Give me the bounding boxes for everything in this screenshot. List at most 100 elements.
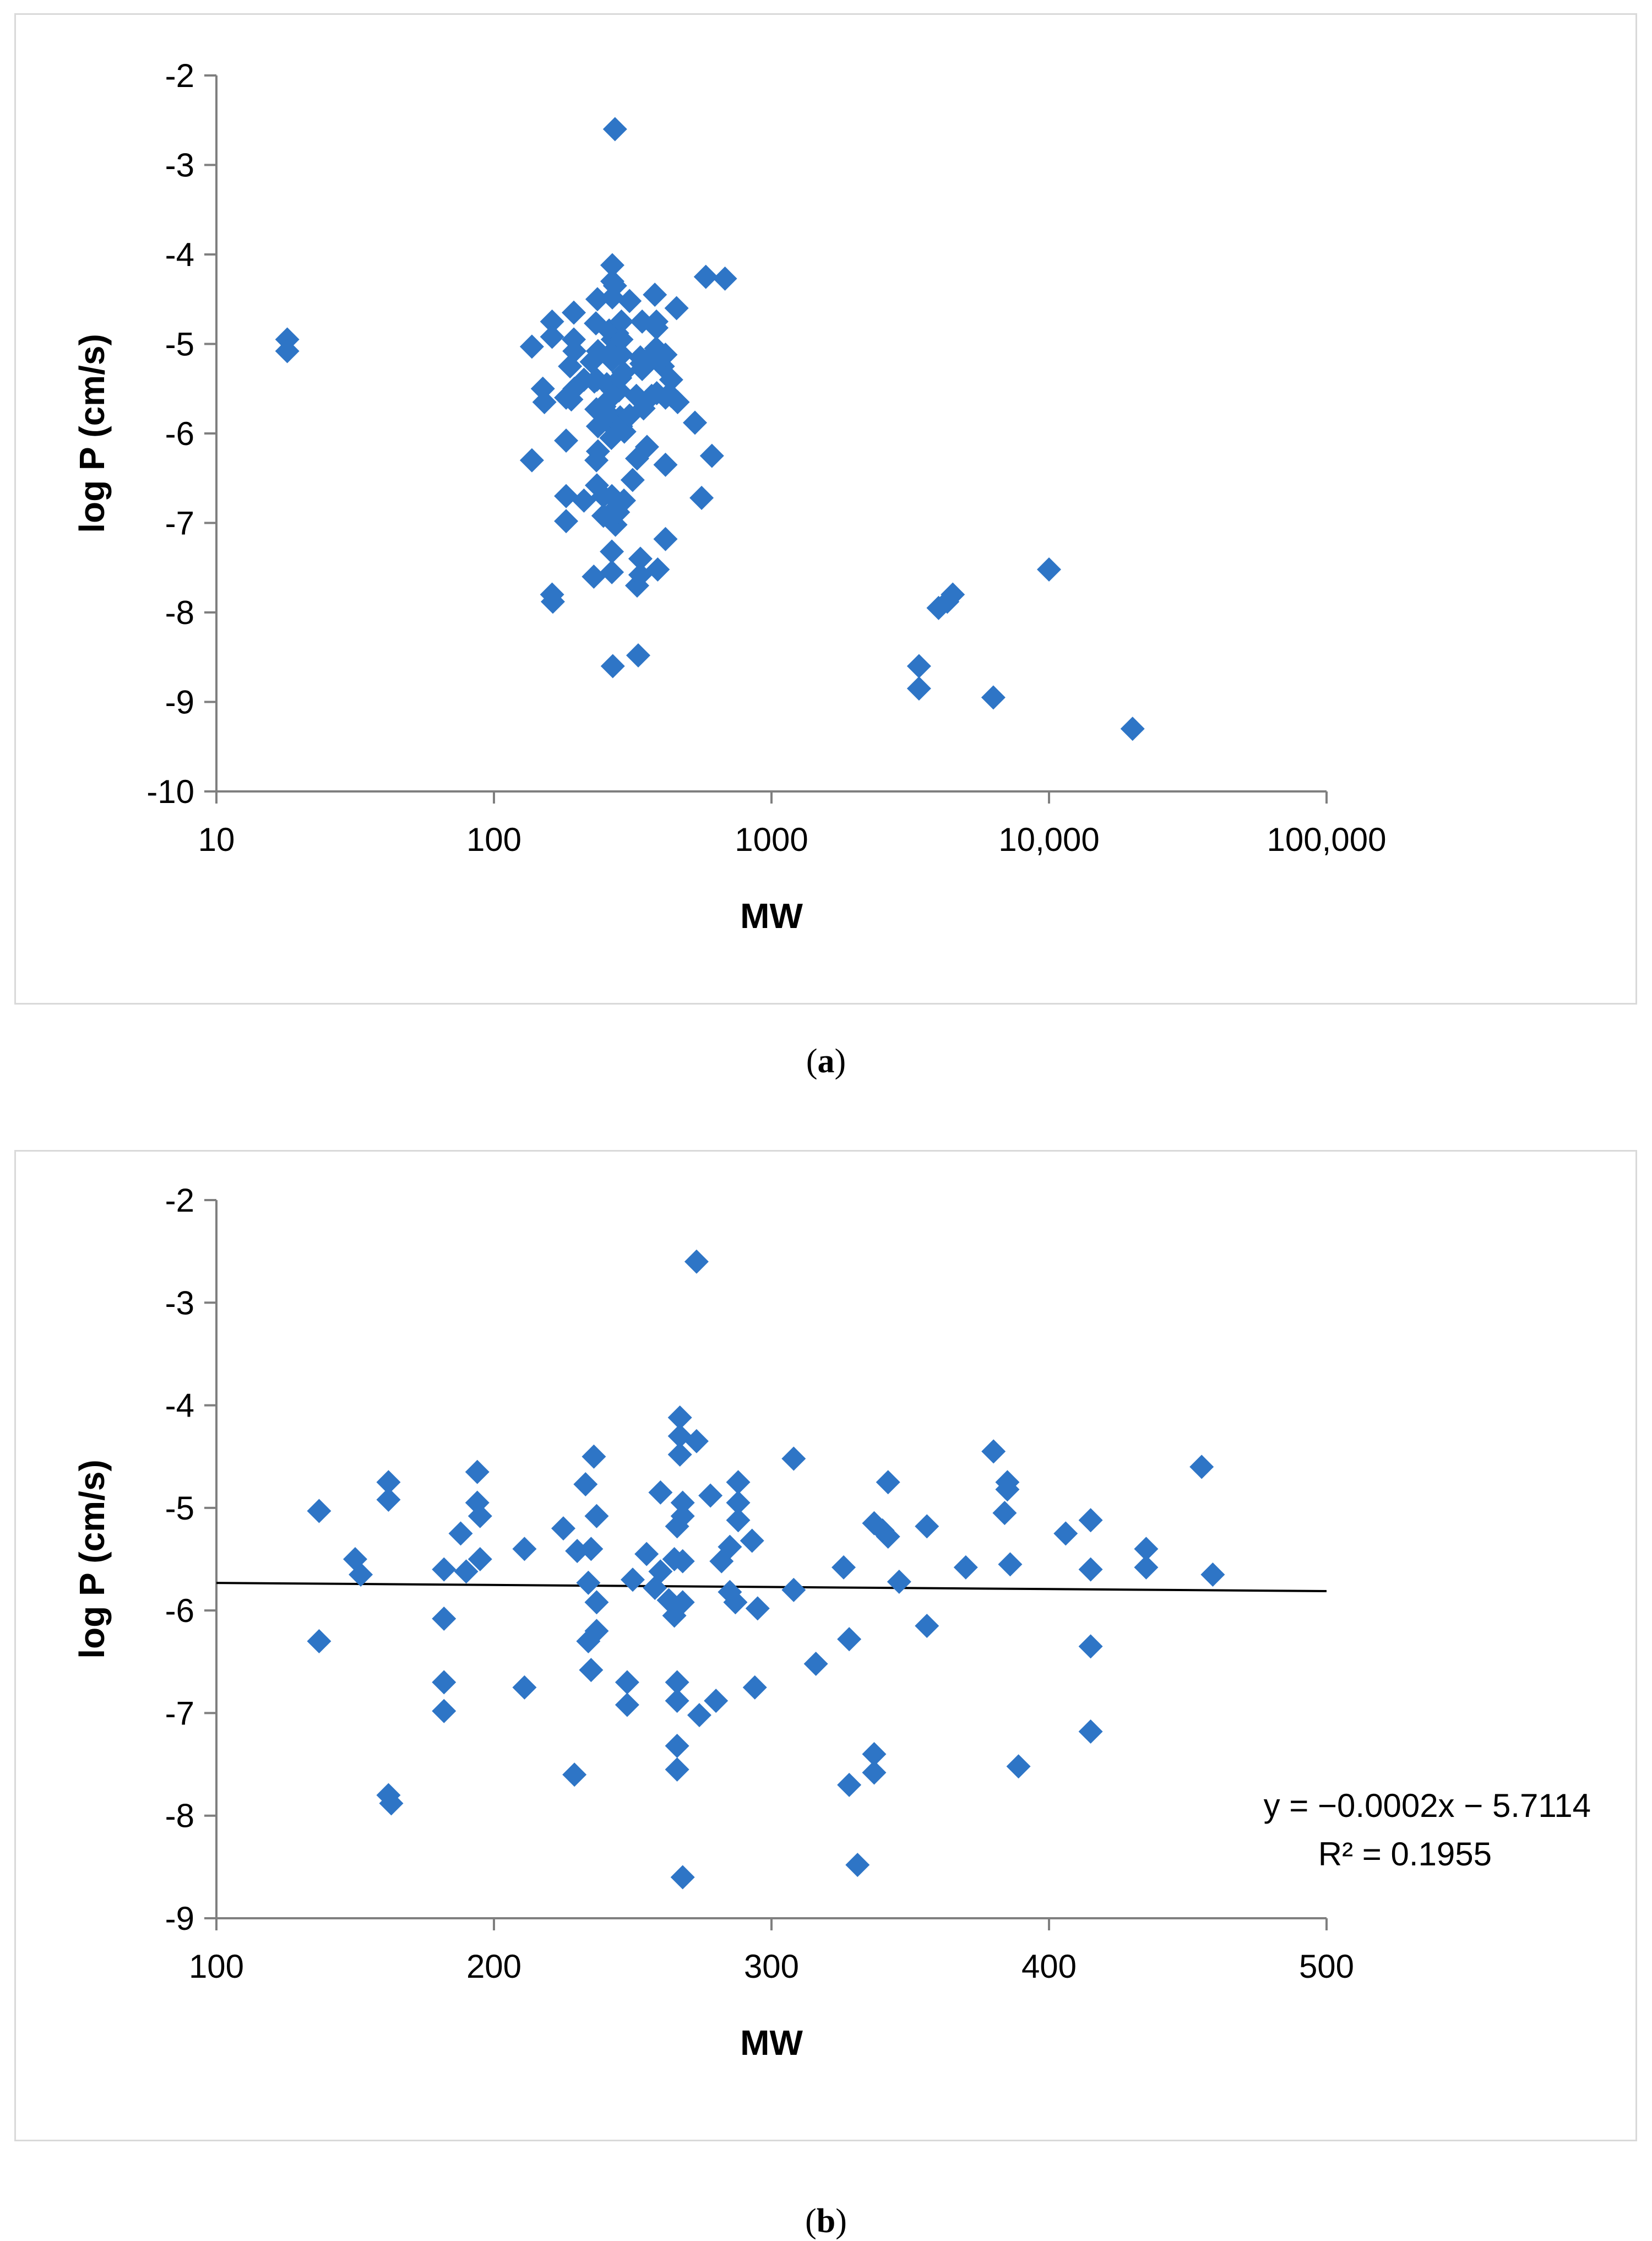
data-point-b (726, 1490, 751, 1515)
data-point-a (713, 266, 737, 291)
data-point-a (275, 339, 300, 363)
data-point-a (941, 582, 965, 607)
trendline-equation: y = −0.0002x − 5.7114 (1264, 1787, 1591, 1824)
data-point-b (1078, 1634, 1103, 1659)
data-point-b (740, 1528, 764, 1553)
data-point-b (454, 1559, 479, 1584)
x-tick-label-b: 500 (1299, 1948, 1354, 1985)
y-tick-label-b: -4 (165, 1387, 194, 1424)
x-axis-label-a: MW (740, 896, 803, 936)
data-point-b (1078, 1719, 1103, 1744)
data-point-b (551, 1516, 575, 1541)
y-tick-label-b: -5 (165, 1490, 194, 1527)
y-axis-label-a: log P (cm/s) (72, 334, 112, 533)
data-point-b (307, 1499, 332, 1523)
y-tick-label-b: -8 (165, 1798, 194, 1835)
y-tick-label-b: -9 (165, 1900, 194, 1937)
data-point-a (620, 468, 645, 492)
data-point-b (862, 1741, 887, 1766)
data-point-b (1134, 1537, 1159, 1561)
data-point-b (432, 1607, 457, 1631)
chart-panel-a: -2 -3 -4 -5 -6 -7 -8 -9 -10 10 100 1000 10,000 100,00… (14, 13, 1637, 1005)
y-axis-label-b: log P (cm/s) (72, 1459, 112, 1659)
y-tick-label-a: -3 (165, 147, 194, 184)
data-point-a (689, 486, 714, 510)
y-tick-label-a: -7 (165, 505, 194, 542)
data-point-b (432, 1699, 457, 1723)
data-point-b (379, 1791, 404, 1816)
data-point-a (626, 643, 650, 668)
x-tick-label-a: 1000 (735, 821, 808, 858)
data-point-a (554, 428, 579, 453)
data-point-b (576, 1570, 601, 1595)
data-point-b (726, 1470, 751, 1495)
data-point-a (612, 488, 637, 513)
data-point-b (845, 1853, 870, 1878)
data-point-b (915, 1514, 939, 1539)
data-point-b (349, 1562, 373, 1587)
data-point-b (670, 1865, 695, 1890)
data-point-b (648, 1559, 673, 1584)
data-point-b (832, 1555, 856, 1580)
y-tick-label-a: -8 (165, 594, 194, 631)
data-point-a (644, 316, 669, 340)
caption-a-letter: a (817, 1043, 835, 1080)
data-point-b (726, 1508, 751, 1533)
x-tick-label-b: 100 (189, 1948, 244, 1985)
data-point-b (512, 1675, 537, 1700)
x-tick-label-b: 300 (744, 1948, 799, 1985)
data-point-b (562, 1762, 587, 1787)
data-point-a (664, 296, 689, 321)
data-point-a (611, 360, 636, 385)
data-point-b (665, 1689, 689, 1713)
data-point-b (584, 1619, 609, 1643)
data-point-b (998, 1552, 1023, 1577)
x-tick-label-a: 100 (466, 821, 521, 858)
data-point-a (600, 539, 624, 564)
data-point-a (600, 560, 624, 584)
y-tick-label-a: -6 (165, 415, 194, 452)
data-point-b (579, 1537, 604, 1561)
data-point-b (803, 1652, 828, 1676)
data-point-a (1037, 557, 1061, 582)
data-point-b (584, 1504, 609, 1528)
data-point-a (634, 435, 659, 459)
y-tick-label-a: -2 (165, 57, 194, 94)
data-point-b (665, 1757, 689, 1782)
y-tick-label-b: -6 (165, 1592, 194, 1629)
data-point-a (609, 343, 634, 367)
data-point-b (915, 1614, 939, 1638)
data-point-b (992, 1501, 1017, 1526)
data-point-a (683, 410, 708, 435)
data-point-b (662, 1603, 687, 1628)
y-tick-label-a: -10 (146, 773, 194, 810)
data-point-b (1006, 1754, 1031, 1779)
data-point-a (645, 557, 670, 582)
y-tick-label-a: -5 (165, 326, 194, 363)
data-point-a (519, 334, 544, 359)
data-point-b (718, 1534, 742, 1559)
trendline-b (216, 1582, 1327, 1593)
data-point-b (887, 1569, 911, 1594)
data-point-a (906, 676, 931, 701)
data-point-a (628, 546, 653, 571)
data-point-a (643, 283, 667, 307)
data-point-a (693, 264, 718, 289)
data-point-b (448, 1521, 473, 1546)
y-tick-label-b: -2 (165, 1182, 194, 1219)
data-point-b (512, 1537, 537, 1561)
data-point-a (585, 439, 610, 464)
data-point-b (1189, 1455, 1214, 1479)
data-point-b (643, 1576, 667, 1600)
data-point-b (723, 1590, 748, 1615)
data-point-b (621, 1567, 645, 1592)
data-point-a (699, 443, 724, 468)
caption-a-close: ) (834, 1043, 846, 1080)
data-point-a (562, 376, 587, 401)
data-point-a (554, 509, 579, 534)
data-point-b (465, 1459, 490, 1484)
data-point-b (307, 1629, 332, 1654)
data-point-b (584, 1590, 609, 1615)
data-point-a (562, 339, 587, 363)
caption-b-open: ( (805, 2202, 817, 2240)
